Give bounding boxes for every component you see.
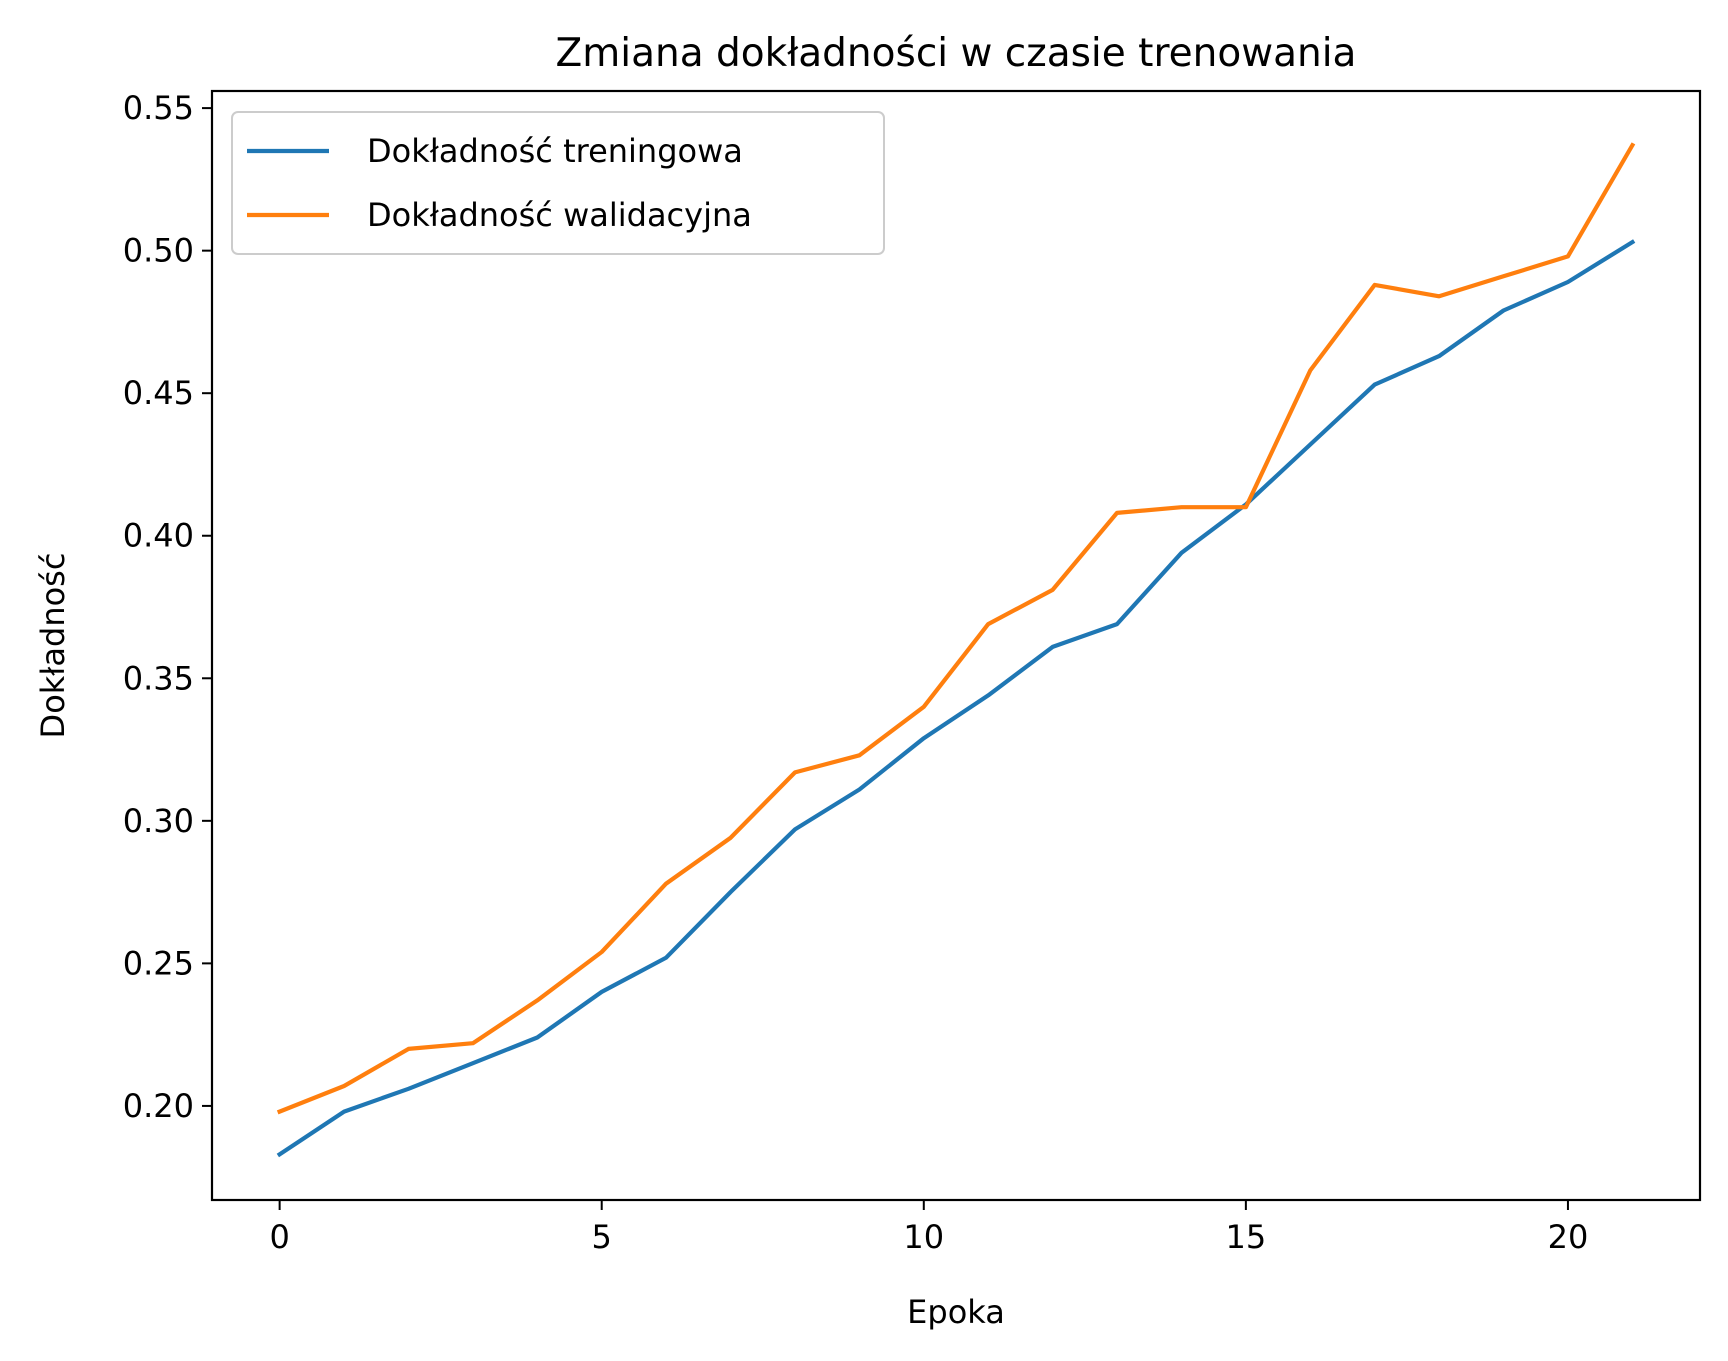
x-tick-label: 20 [1548, 1218, 1589, 1256]
series-line-validation [276, 142, 1636, 1115]
y-tick-label: 0.55 [123, 89, 194, 127]
legend-label: Dokładność treningowa [367, 132, 743, 170]
y-tick-label: 0.35 [123, 659, 194, 697]
y-tick-label: 0.40 [123, 517, 194, 555]
y-tick-label: 0.30 [123, 802, 194, 840]
y-axis-title: Dokładność [34, 553, 72, 739]
x-tick-label: 5 [592, 1218, 612, 1256]
axis-ticks: 0 5 10 15 20 0.20 0.25 0.30 0.35 0.40 0.45 0.50 0.55 [123, 89, 1589, 1256]
x-tick-label: 0 [269, 1218, 289, 1256]
legend-label: Dokładność walidacyjna [367, 196, 752, 234]
plot-area [210, 89, 1702, 1202]
y-tick-label: 0.45 [123, 374, 194, 412]
plot-frame [210, 89, 1702, 1202]
x-tick-label: 10 [903, 1218, 944, 1256]
series-line-training [276, 239, 1636, 1158]
legend: Dokładność treningowa Dokładność walidacy… [231, 111, 885, 255]
y-tick-label: 0.20 [123, 1087, 194, 1125]
x-axis-title: Epoka [907, 1293, 1005, 1331]
y-tick-label: 0.25 [123, 944, 194, 982]
chart-title: Zmiana dokładności w czasie trenowania [556, 31, 1357, 76]
x-tick-label: 15 [1226, 1218, 1267, 1256]
legend-box [231, 111, 885, 255]
y-tick-label: 0.50 [123, 232, 194, 270]
